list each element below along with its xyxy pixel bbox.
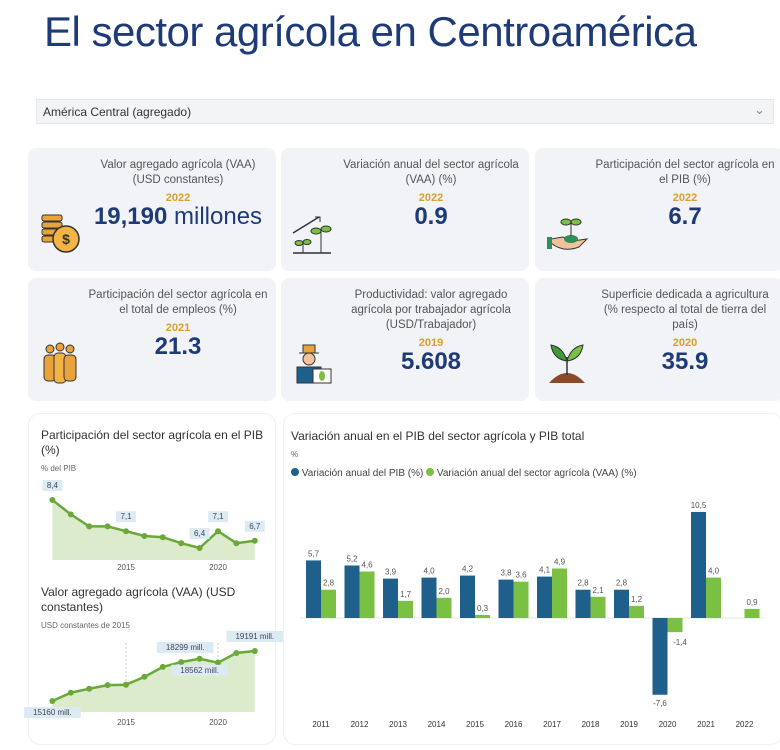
- legend-pib-label[interactable]: Variación anual del PIB (%): [301, 468, 424, 479]
- kpi-value: 19,190 millones: [88, 205, 268, 229]
- bar-chart-legend: Variación anual del PIB (%) Variación an…: [291, 468, 637, 479]
- pib-share-chart-ylabel: % del PIB: [41, 464, 77, 473]
- kpi-card: Variación anual del sector agrícola (VAA…: [281, 148, 529, 271]
- left-charts-panel: [28, 413, 276, 745]
- kpi-value: 0.9: [341, 205, 521, 229]
- kpi-year: 2019: [418, 337, 444, 349]
- kpi-year: 2020: [672, 337, 698, 349]
- kpi-label: Valor agregado agrícola (VAA) (USD const…: [100, 159, 256, 186]
- kpi-card: Participación del sector agrícola en el …: [28, 278, 276, 401]
- kpi-value: 21.3: [88, 335, 268, 359]
- kpi-value: 5.608: [341, 350, 521, 374]
- pib-share-chart-title: Participación del sector agrícola en el …: [41, 428, 264, 457]
- kpi-value: 6.7: [595, 205, 775, 229]
- kpi-card: Productividad: valor agregado agrícola p…: [281, 278, 529, 401]
- people-group-icon: [43, 342, 77, 384]
- region-dropdown-value: América Central (agregado): [43, 105, 192, 119]
- bar-chart-title: Variación anual en el PIB del sector agr…: [291, 429, 585, 443]
- coins-dollar-icon: $: [41, 214, 80, 253]
- chevron-down-icon[interactable]: ⌄: [754, 102, 765, 117]
- kpi-number: 21.3: [154, 333, 202, 360]
- bar-chart-panel: [283, 413, 780, 745]
- growing-plants-icon: [292, 216, 332, 254]
- legend-vaa-marker[interactable]: [426, 468, 435, 476]
- kpi-number: 6.7: [668, 203, 702, 230]
- kpi-number: 5.608: [400, 348, 462, 375]
- kpi-number: 0.9: [414, 203, 448, 230]
- kpi-card: $ Valor agregado agrícola (VAA) (USD con…: [28, 148, 276, 271]
- kpi-year: 2021: [165, 322, 191, 334]
- kpi-card: Superficie dedicada a agricultura (% res…: [535, 278, 780, 401]
- region-dropdown[interactable]: América Central (agregado) ⌄: [36, 99, 774, 124]
- farmer-icon: [296, 344, 332, 384]
- kpi-label: Productividad: valor agregado agrícola p…: [351, 289, 511, 331]
- vaa-chart-title: Valor agregado agrícola (VAA) (USD const…: [41, 585, 236, 614]
- page-title: El sector agrícola en Centroamérica: [44, 8, 697, 55]
- kpi-label: Participación del sector agrícola en el …: [88, 289, 268, 316]
- kpi-label: Variación anual del sector agrícola (VAA…: [343, 159, 519, 186]
- vaa-chart-ylabel: USD constantes de 2015: [41, 621, 130, 630]
- legend-vaa-label[interactable]: Variación anual del sector agrícola (VAA…: [436, 468, 637, 479]
- kpi-unit: millones: [174, 203, 263, 230]
- kpi-year: 2022: [672, 192, 698, 204]
- kpi-value: 35.9: [595, 350, 775, 374]
- bar-chart-ylabel: %: [291, 450, 299, 459]
- kpi-card: Participación del sector agrícola en el …: [535, 148, 780, 271]
- legend-pib-marker[interactable]: [291, 468, 299, 476]
- hand-plant-icon: [547, 218, 589, 250]
- sprout-soil-icon: [549, 344, 585, 383]
- kpi-number: 19,190: [93, 203, 168, 230]
- kpi-year: 2022: [418, 192, 444, 204]
- svg-text:$: $: [62, 231, 70, 247]
- kpi-label: Superficie dedicada a agricultura (% res…: [601, 289, 769, 331]
- kpi-number: 35.9: [661, 348, 709, 375]
- kpi-label: Participación del sector agrícola en el …: [595, 159, 775, 186]
- kpi-year: 2022: [165, 192, 191, 204]
